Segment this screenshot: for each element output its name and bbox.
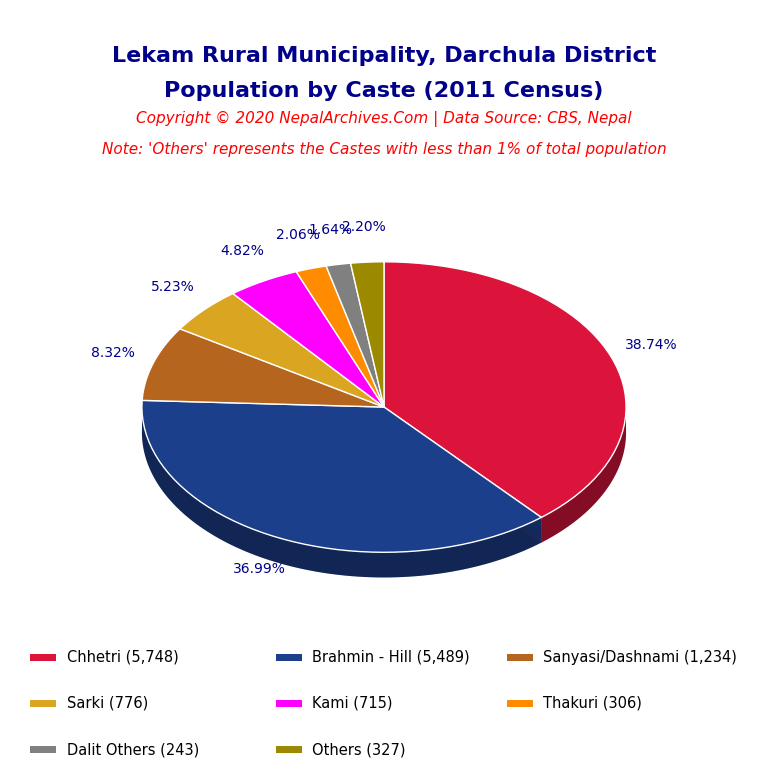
Polygon shape: [142, 400, 541, 552]
Polygon shape: [384, 407, 541, 543]
FancyBboxPatch shape: [30, 700, 56, 707]
Text: 8.32%: 8.32%: [91, 346, 134, 359]
Text: 2.06%: 2.06%: [276, 228, 320, 242]
Polygon shape: [326, 263, 384, 407]
Text: Lekam Rural Municipality, Darchula District: Lekam Rural Municipality, Darchula Distr…: [112, 46, 656, 66]
Text: Copyright © 2020 NepalArchives.Com | Data Source: CBS, Nepal: Copyright © 2020 NepalArchives.Com | Dat…: [136, 111, 632, 127]
FancyBboxPatch shape: [276, 654, 302, 660]
Text: Sanyasi/Dashnami (1,234): Sanyasi/Dashnami (1,234): [543, 650, 737, 665]
Polygon shape: [233, 272, 384, 407]
Text: 4.82%: 4.82%: [220, 244, 264, 258]
FancyBboxPatch shape: [276, 700, 302, 707]
Polygon shape: [541, 404, 626, 543]
Text: Note: 'Others' represents the Castes with less than 1% of total population: Note: 'Others' represents the Castes wit…: [101, 142, 667, 157]
Polygon shape: [180, 293, 384, 407]
Polygon shape: [384, 407, 541, 543]
Text: Sarki (776): Sarki (776): [67, 696, 148, 711]
Text: Chhetri (5,748): Chhetri (5,748): [67, 650, 178, 665]
FancyBboxPatch shape: [507, 700, 533, 707]
Text: Kami (715): Kami (715): [312, 696, 392, 711]
Polygon shape: [350, 262, 384, 407]
Text: Population by Caste (2011 Census): Population by Caste (2011 Census): [164, 81, 604, 101]
Polygon shape: [384, 262, 626, 518]
Text: Others (327): Others (327): [312, 742, 406, 757]
Polygon shape: [296, 266, 384, 407]
Text: 1.64%: 1.64%: [308, 223, 353, 237]
Text: Dalit Others (243): Dalit Others (243): [67, 742, 199, 757]
Ellipse shape: [142, 287, 626, 578]
Text: 38.74%: 38.74%: [624, 338, 677, 352]
FancyBboxPatch shape: [30, 654, 56, 660]
FancyBboxPatch shape: [276, 746, 302, 753]
FancyBboxPatch shape: [507, 654, 533, 660]
Text: 36.99%: 36.99%: [233, 562, 286, 576]
Text: 5.23%: 5.23%: [151, 280, 194, 293]
Text: Brahmin - Hill (5,489): Brahmin - Hill (5,489): [312, 650, 470, 665]
Text: 2.20%: 2.20%: [343, 220, 386, 234]
Polygon shape: [142, 329, 384, 407]
Text: Thakuri (306): Thakuri (306): [543, 696, 642, 711]
FancyBboxPatch shape: [30, 746, 56, 753]
Polygon shape: [142, 404, 541, 578]
